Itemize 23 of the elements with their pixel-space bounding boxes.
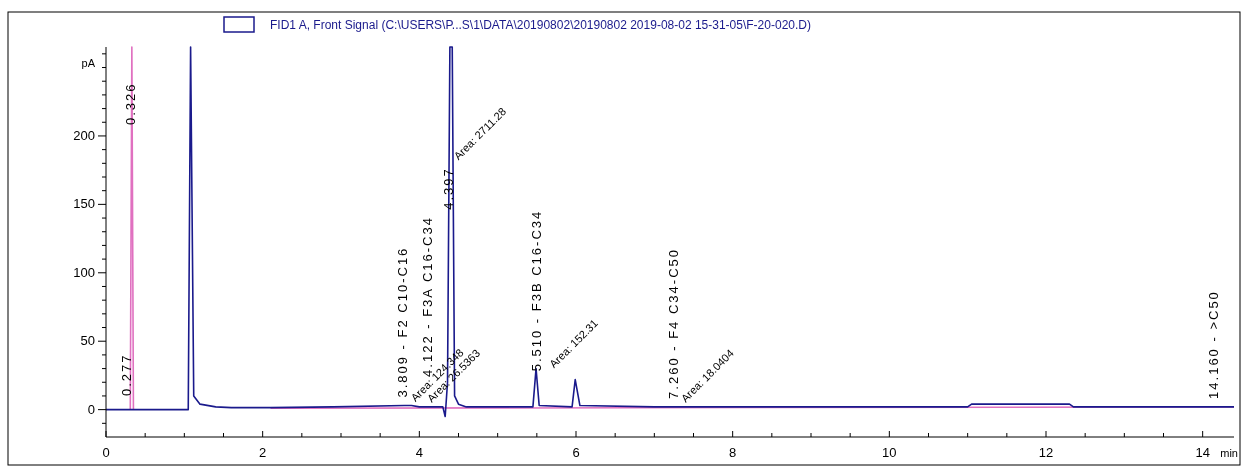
annotation: 5.510 - F3B C16-C34 [528,209,544,372]
y-tick-label: 50 [80,333,95,349]
annotation: 14.160 - >C50 [1206,290,1222,399]
y-tick-label: 0 [87,401,95,417]
x-tick-label: 12 [1038,445,1054,460]
x-tick-label: 10 [882,445,897,460]
y-tick-label: 150 [73,196,95,212]
x-tick-label: 4 [415,445,423,460]
annotation: 0.277 [118,353,134,397]
annotation: 4.397 [441,167,457,210]
x-axis-title: min [1220,447,1238,459]
annotation: 3.809 - F2 C10-C16 [395,246,411,398]
annotation: 7.260 - F4 C34-C50 [665,247,681,399]
y-axis-title: pA [81,57,96,69]
x-tick-label: 2 [259,445,267,460]
y-tick-label: 200 [73,127,95,143]
y-tick-label: 100 [73,264,95,280]
x-tick-label: 8 [729,445,737,460]
x-tick-label: 0 [102,445,110,460]
legend-label: FID1 A, Front Signal (C:\USERS\P...S\1\DATA\20190802\20190802 2019-08-02 15-31-05\F-20-020.D) [270,18,811,32]
annotation: 0.326 [122,82,138,125]
x-tick-label: 14 [1195,445,1210,460]
x-tick-label: 6 [572,445,580,460]
